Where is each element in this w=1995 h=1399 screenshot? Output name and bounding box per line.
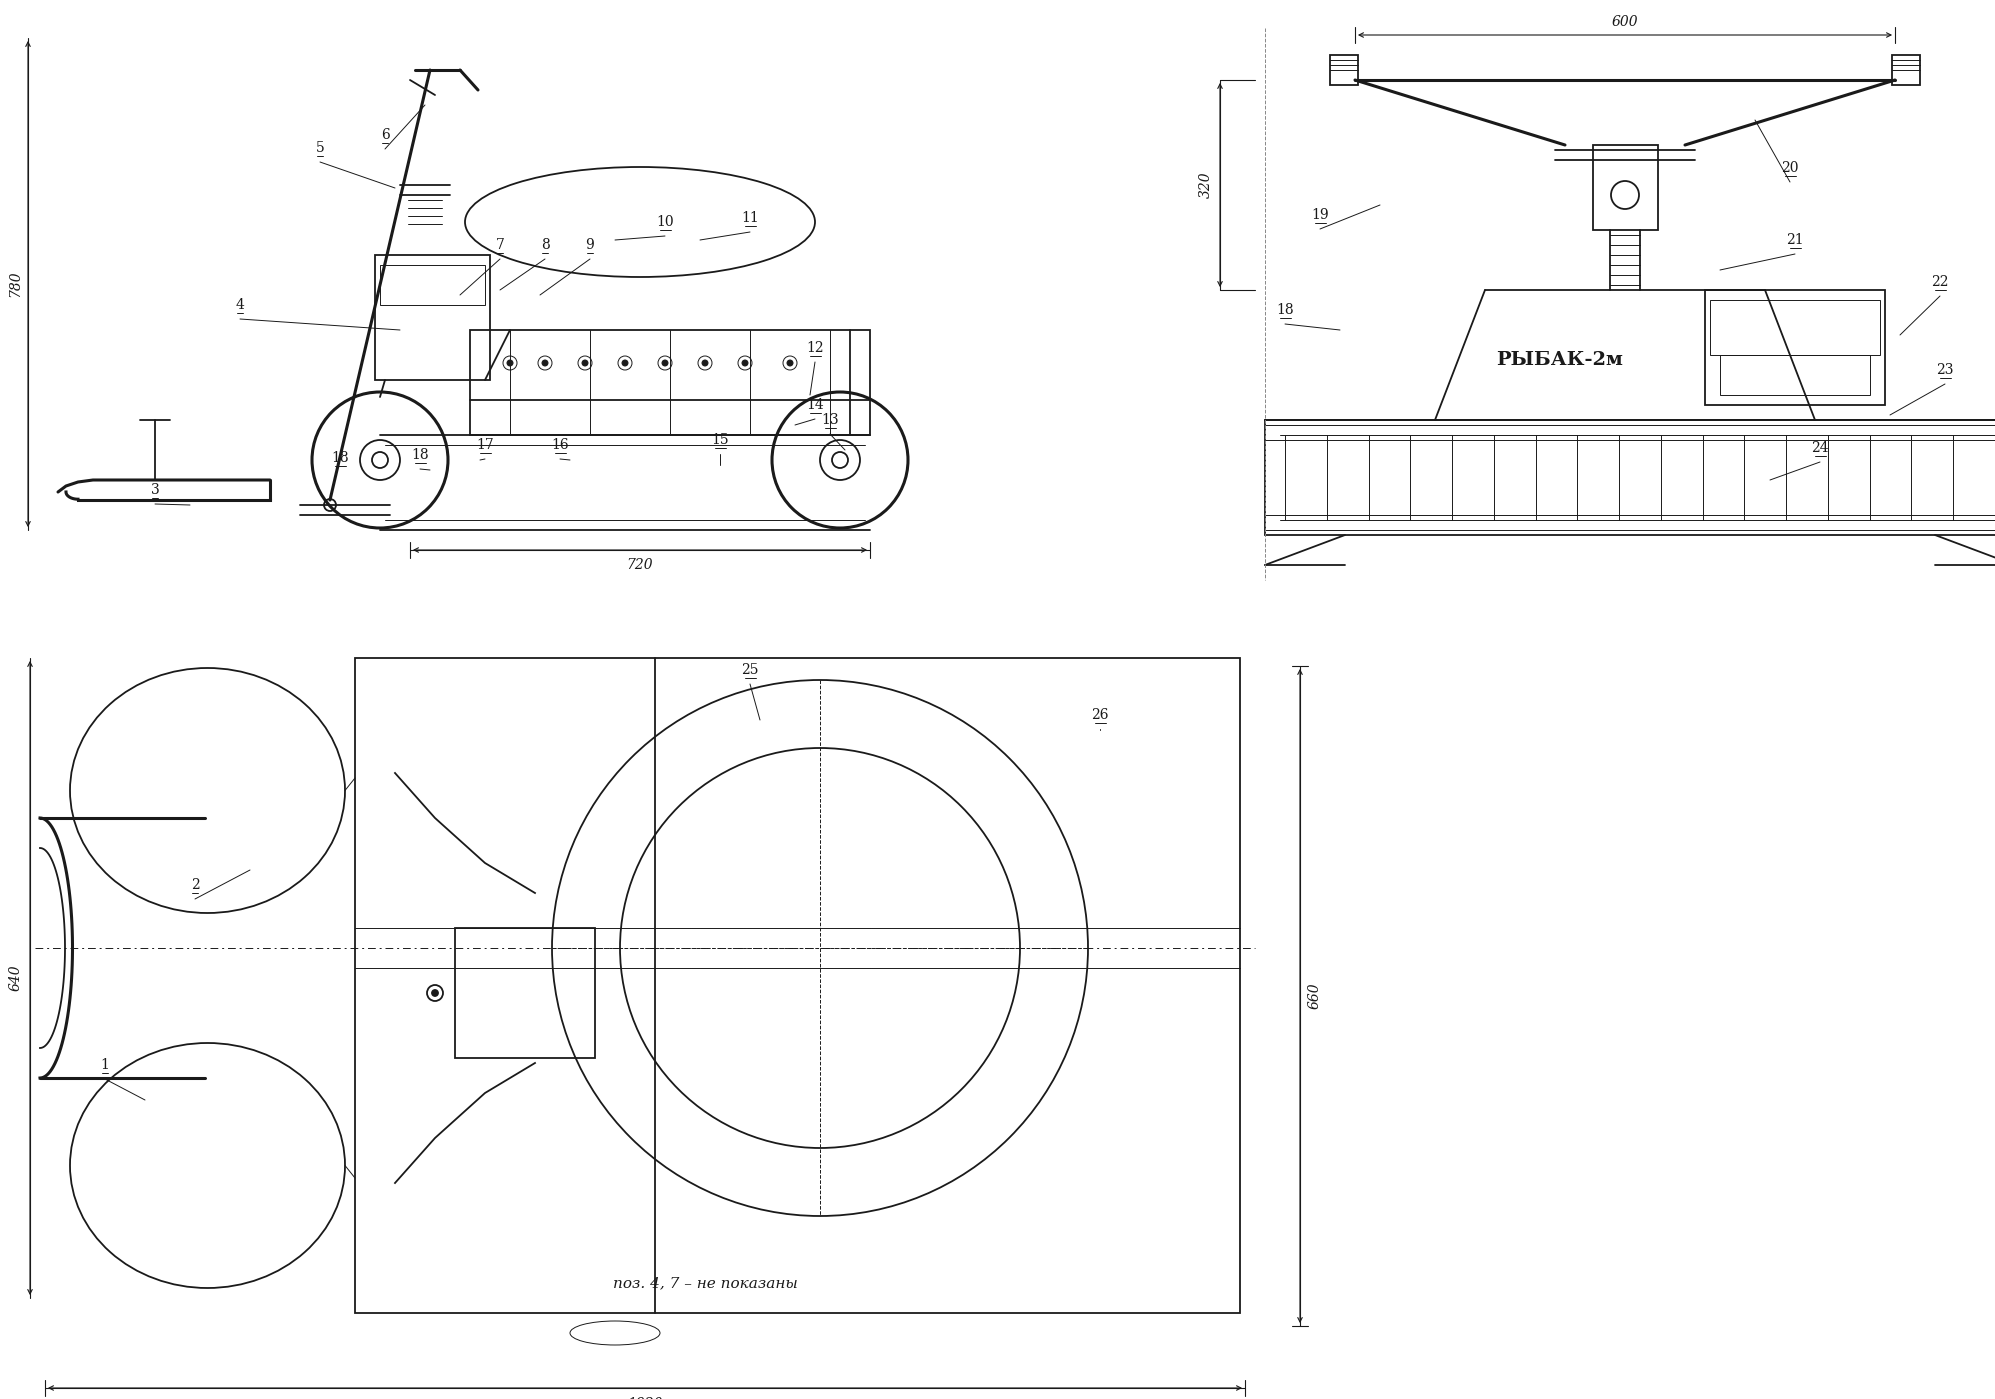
- Text: 21: 21: [1786, 234, 1803, 248]
- Text: 12: 12: [806, 341, 824, 355]
- Text: 20: 20: [1782, 161, 1799, 175]
- Circle shape: [786, 360, 792, 367]
- Text: 660: 660: [1309, 982, 1323, 1009]
- Text: 8: 8: [541, 238, 549, 252]
- Text: 600: 600: [1612, 15, 1638, 29]
- Text: 16: 16: [551, 438, 569, 452]
- Bar: [1710, 299, 1879, 355]
- Text: 24: 24: [1811, 441, 1829, 455]
- Bar: [1706, 290, 1885, 404]
- Text: 3: 3: [152, 483, 160, 497]
- Text: 17: 17: [477, 438, 495, 452]
- Text: РЫБАК-2м: РЫБАК-2м: [1496, 351, 1624, 369]
- Circle shape: [543, 360, 549, 367]
- Bar: [375, 255, 491, 381]
- Text: поз. 4, 7 – не показаны: поз. 4, 7 – не показаны: [612, 1276, 798, 1290]
- Circle shape: [507, 360, 513, 367]
- Bar: [1720, 355, 1869, 395]
- Text: 18: 18: [331, 450, 349, 464]
- Circle shape: [742, 360, 748, 367]
- Circle shape: [662, 360, 668, 367]
- Text: 11: 11: [740, 211, 758, 225]
- Text: 9: 9: [587, 238, 595, 252]
- Bar: [1592, 145, 1658, 229]
- Text: 22: 22: [1931, 276, 1949, 290]
- Text: 10: 10: [656, 215, 674, 229]
- Text: 4: 4: [235, 298, 245, 312]
- Text: 1920: 1920: [626, 1398, 662, 1399]
- Bar: [1331, 55, 1359, 85]
- Text: 14: 14: [806, 397, 824, 411]
- Text: 5: 5: [315, 141, 325, 155]
- Bar: [1891, 55, 1919, 85]
- Bar: [379, 264, 485, 305]
- Text: 26: 26: [1091, 708, 1109, 722]
- Circle shape: [433, 990, 439, 996]
- Text: 320: 320: [1199, 172, 1213, 199]
- Bar: [471, 330, 870, 435]
- Text: 6: 6: [381, 127, 389, 143]
- Circle shape: [583, 360, 589, 367]
- Text: 18: 18: [411, 448, 429, 462]
- Circle shape: [622, 360, 628, 367]
- Text: 13: 13: [822, 413, 838, 427]
- Text: 18: 18: [1277, 304, 1295, 318]
- Text: 780: 780: [8, 270, 22, 298]
- Text: 19: 19: [1311, 208, 1329, 222]
- Text: 25: 25: [742, 663, 758, 677]
- Text: 7: 7: [495, 238, 505, 252]
- Text: 23: 23: [1937, 362, 1953, 376]
- Text: 720: 720: [626, 558, 652, 572]
- Text: 640: 640: [10, 965, 24, 992]
- Text: 2: 2: [192, 879, 200, 893]
- Circle shape: [702, 360, 708, 367]
- Bar: [355, 658, 1241, 1314]
- Text: 1: 1: [100, 1058, 110, 1072]
- Bar: [455, 928, 595, 1058]
- Text: 15: 15: [710, 434, 728, 448]
